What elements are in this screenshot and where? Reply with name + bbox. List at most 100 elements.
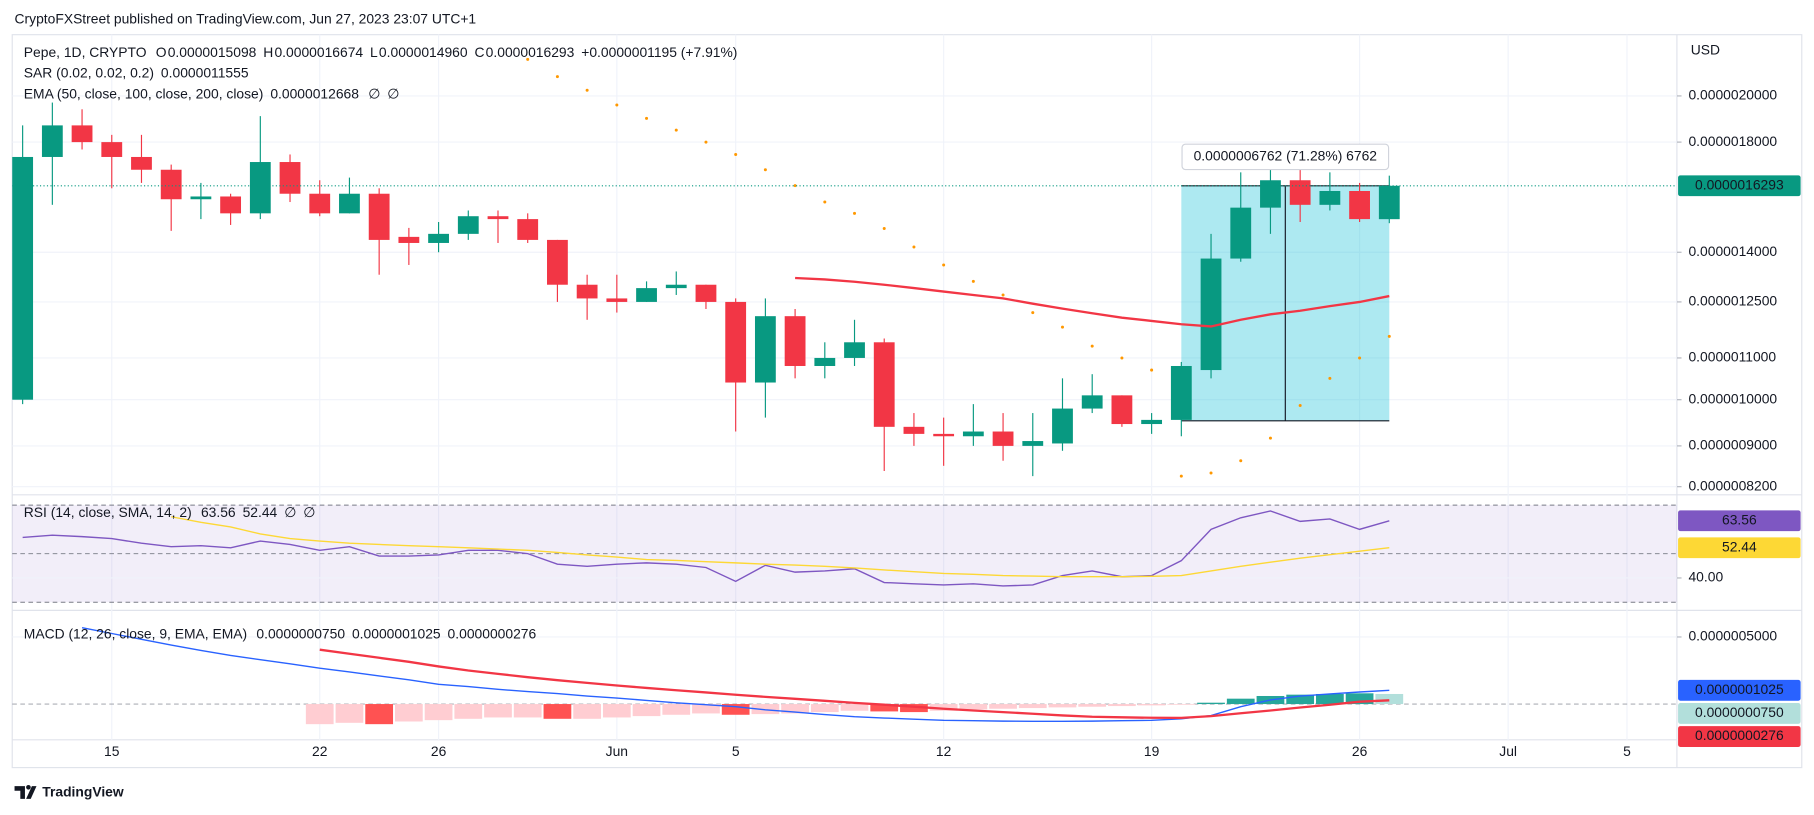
y-tick-label: 0.0000011000 [1688, 349, 1776, 365]
candle-body [725, 301, 747, 383]
candle-body [160, 169, 182, 200]
histogram-bar [573, 704, 601, 719]
histogram-bar [1078, 704, 1107, 707]
histogram-bar [335, 704, 364, 723]
histogram-bar [1286, 694, 1315, 705]
legend-key: C [475, 44, 485, 60]
macd-line [319, 648, 1390, 720]
legend-extra: ∅ [387, 85, 399, 101]
legend-value: 0.0000011555 [161, 65, 249, 81]
candle-body [309, 193, 331, 214]
sar-dot [853, 211, 857, 215]
sar-dot [734, 152, 738, 156]
candle-body [606, 298, 628, 302]
sar-dot [1298, 403, 1302, 407]
candle-body [190, 196, 212, 200]
legend-extra: ∅ [284, 504, 296, 520]
price-badge [1678, 175, 1801, 197]
price-badge-label: 52.44 [1722, 538, 1757, 554]
legend-title: Pepe, 1D, CRYPTO [24, 44, 147, 60]
candle-body [1081, 395, 1103, 409]
x-tick-label: 12 [936, 743, 952, 759]
x-tick-label: 26 [1352, 743, 1368, 759]
legend-value: 52.44 [243, 504, 278, 520]
price-badge-label: 63.56 [1722, 511, 1757, 527]
candle-body [665, 284, 687, 289]
legend-name: EMA (50, close, 100, close, 200, close) [24, 85, 264, 101]
sar-dot [1239, 459, 1243, 463]
macd-line [81, 627, 1390, 723]
histogram-bar [305, 704, 334, 725]
histogram-bar [900, 704, 928, 713]
candle-body [1022, 441, 1044, 446]
histogram-bar [1018, 704, 1047, 709]
sar-dot [823, 200, 827, 204]
candle-body [1230, 207, 1252, 259]
sar-dot [1358, 356, 1362, 360]
legend-value: 0.0000000750 [256, 625, 345, 641]
sar-dot [674, 128, 678, 132]
x-tick-label: 5 [1623, 743, 1631, 759]
sar-dot [793, 184, 797, 188]
sar-dot [763, 168, 767, 172]
candle-body [962, 431, 984, 437]
header: CryptoFXStreet published on TradingView.… [15, 10, 477, 26]
sar-dot [585, 88, 589, 92]
histogram-bar [692, 704, 720, 714]
x-tick-label: Jun [606, 743, 628, 759]
histogram-bar [1167, 704, 1196, 705]
sar-dot [1387, 334, 1391, 338]
price-badge-label: 0.0000000750 [1695, 704, 1784, 720]
histogram-bar [394, 704, 423, 722]
candle-body [844, 342, 865, 358]
sar-dot [882, 226, 886, 230]
candle-body [636, 288, 657, 302]
legend-value: 0.0000001025 [352, 625, 441, 641]
histogram-bar [751, 704, 780, 715]
legend-title: MACD (12, 26, close, 9, EMA, EMA) [24, 625, 247, 641]
x-tick-label: 15 [104, 743, 120, 759]
histogram-bar [989, 704, 1017, 709]
histogram-bar [365, 704, 394, 725]
sar-dot [526, 57, 530, 61]
histogram-bar [424, 704, 453, 721]
candle-body [1378, 185, 1400, 220]
candle-body [368, 193, 390, 240]
candle-body [101, 142, 123, 157]
footer-brand: TradingView [42, 784, 124, 800]
candle-body [992, 431, 1014, 446]
sar-dot [1001, 293, 1005, 297]
histogram-bar [1108, 704, 1136, 707]
candle-body [1349, 190, 1370, 220]
price-badge [1678, 510, 1801, 532]
candle-body [279, 162, 301, 194]
candle-body [1289, 180, 1311, 205]
sar-dot [704, 140, 708, 144]
sar-dot [912, 245, 916, 249]
legend-value: 0.0000015098 [168, 44, 257, 60]
candle-body [12, 156, 34, 400]
legend-value: 0.0000014960 [379, 44, 468, 60]
histogram-bar [781, 704, 809, 714]
x-tick-label: 26 [431, 743, 447, 759]
chart-frame [11, 34, 1803, 769]
price-badge-label: 0.0000000276 [1695, 727, 1784, 743]
price-badge-label: 0.0000001025 [1695, 681, 1784, 697]
legend-value: 0.0000016293 [486, 44, 575, 60]
histogram-bar [543, 704, 572, 719]
candle-body [71, 125, 93, 143]
sar-dot [1328, 376, 1332, 380]
legend-name: SAR (0.02, 0.02, 0.2) [24, 65, 154, 81]
y-tick-label: 0.0000009000 [1688, 437, 1777, 453]
candle-body [1319, 190, 1341, 205]
candle-body [41, 125, 63, 157]
y-tick-label: 0.0000010000 [1688, 390, 1777, 406]
candle-body [517, 219, 539, 240]
histogram-bar [1048, 704, 1077, 708]
legend-extra: ∅ [368, 85, 380, 101]
histogram-bar [1197, 702, 1225, 705]
candle-body [1170, 365, 1192, 420]
candle-body [903, 426, 925, 434]
